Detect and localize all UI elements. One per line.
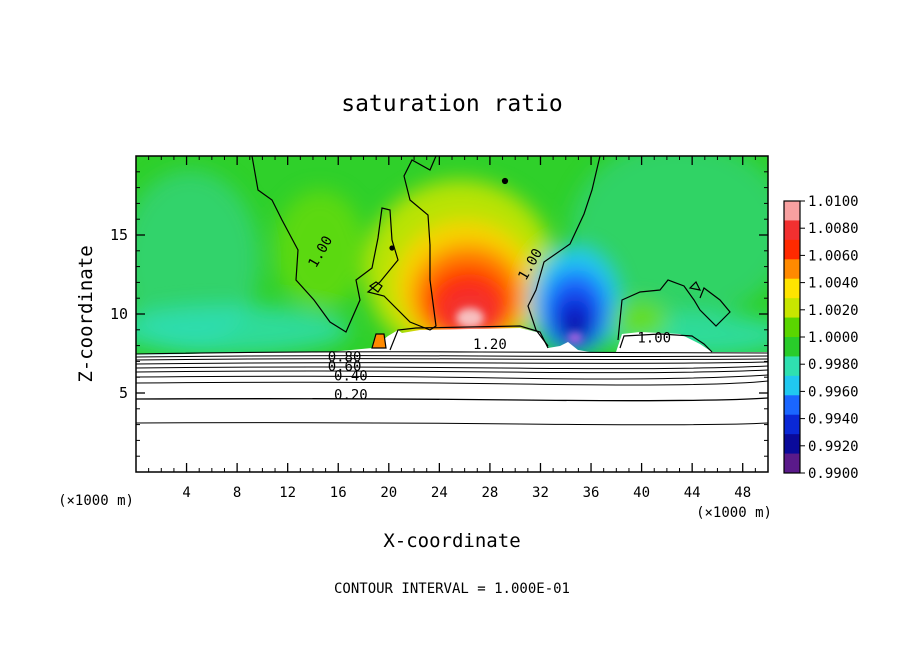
colorbar-swatch xyxy=(784,337,800,357)
x-tick-label: 48 xyxy=(734,485,751,501)
y-tick-label: 10 xyxy=(110,305,128,323)
y-axis: 5 10 15 xyxy=(110,171,768,457)
colorbar-swatch xyxy=(784,375,800,396)
x-tick-label: 8 xyxy=(233,485,241,501)
y-tick-label: 15 xyxy=(110,226,128,244)
x-tick-label: 28 xyxy=(481,485,498,501)
contour-label: 0.20 xyxy=(334,387,368,403)
colorbar-label: 1.0020 xyxy=(808,303,859,319)
colorbar-swatch xyxy=(784,414,800,435)
colorbar-label: 1.0040 xyxy=(808,276,859,292)
colorbar-label: 1.0080 xyxy=(808,221,859,237)
contour-label: 1.00 xyxy=(637,330,671,346)
x-tick-label: 44 xyxy=(684,485,701,501)
colorbar-swatch xyxy=(784,356,800,377)
color-field xyxy=(136,156,768,360)
contour-label: 0.80 xyxy=(328,349,362,365)
x-axis-label: X-coordinate xyxy=(383,530,520,552)
colorbar-swatch xyxy=(784,201,800,221)
x-tick-label: 20 xyxy=(380,485,397,501)
x-axis: 4 8 12 16 20 24 28 32 36 40 44 48 xyxy=(148,156,756,501)
colorbar-swatch xyxy=(784,395,800,416)
x-tick-label: 36 xyxy=(583,485,600,501)
contour-label: 1.20 xyxy=(473,337,507,353)
colorbar: 1.0100 1.0080 1.0060 1.0040 1.0020 1.0000 0.99… xyxy=(783,194,859,482)
colorbar-swatch xyxy=(784,317,800,338)
colorbar-label: 0.9960 xyxy=(808,384,859,400)
colorbar-label: 0.9920 xyxy=(808,439,859,455)
contour-label: 0.60 xyxy=(328,359,362,375)
colorbar-label: 0.9980 xyxy=(808,357,859,373)
plot-area xyxy=(136,156,768,472)
colorbar-label: 1.0060 xyxy=(808,248,859,264)
colorbar-swatch xyxy=(784,220,800,241)
colorbar-label: 1.0100 xyxy=(808,194,859,210)
colorbar-label: 0.9940 xyxy=(808,412,859,428)
y-tick-label: 5 xyxy=(119,384,128,402)
contour-interval-footer: CONTOUR INTERVAL = 1.000E-01 xyxy=(334,581,570,597)
x-tick-label: 24 xyxy=(431,485,448,501)
x-tick-label: 4 xyxy=(182,485,190,501)
colorbar-swatch xyxy=(784,239,800,260)
x-tick-label: 16 xyxy=(330,485,347,501)
x-tick-label: 32 xyxy=(532,485,549,501)
x-tick-label: 12 xyxy=(279,485,296,501)
x-tick-label: 40 xyxy=(633,485,650,501)
lower-contours xyxy=(136,351,768,426)
colorbar-swatch xyxy=(784,453,800,474)
contour-label: 0.40 xyxy=(334,368,368,384)
y-axis-label: Z-coordinate xyxy=(75,245,97,382)
colorbar-label: 1.0000 xyxy=(808,330,859,346)
x-unit-right: (×1000 m) xyxy=(696,505,772,521)
chart-title: saturation ratio xyxy=(341,91,563,117)
x-unit-left: (×1000 m) xyxy=(58,493,134,509)
colorbar-label: 0.9900 xyxy=(808,466,859,482)
colorbar-swatch xyxy=(784,259,800,280)
upper-contours xyxy=(251,156,731,353)
colorbar-swatch xyxy=(784,278,800,299)
colorbar-swatch xyxy=(784,298,800,319)
colorbar-swatch xyxy=(784,434,800,455)
